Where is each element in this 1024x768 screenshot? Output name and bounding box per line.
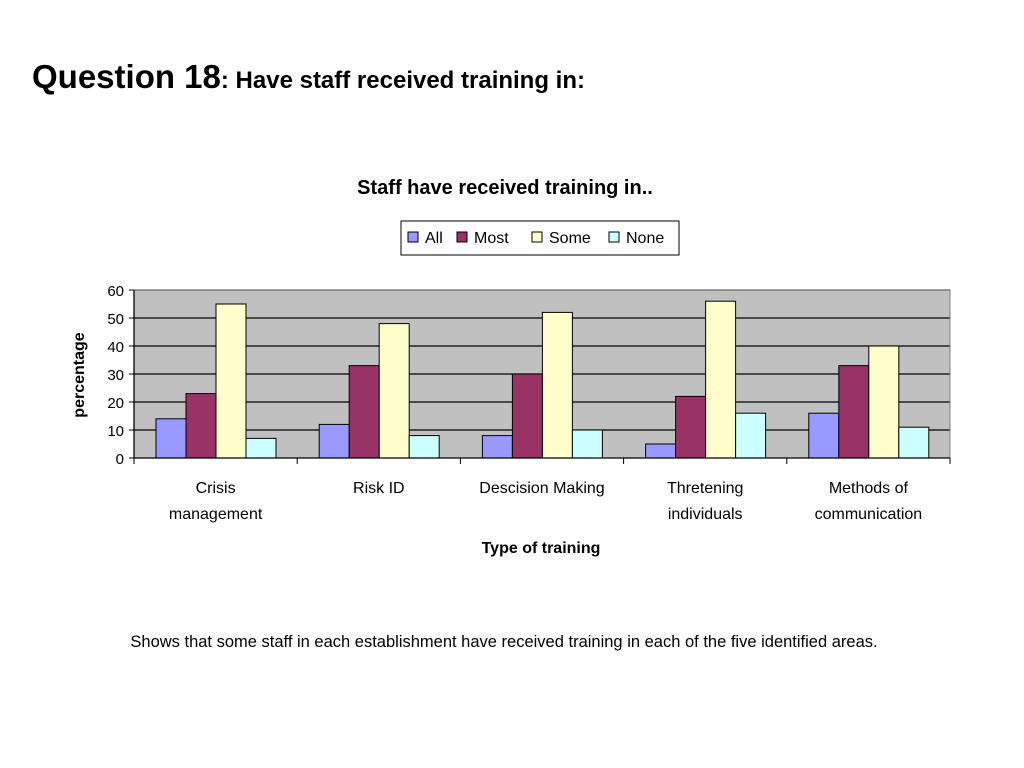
bar-none-4 xyxy=(735,412,767,459)
legend-label-some: Some xyxy=(549,230,591,247)
y-tick-label: 50 xyxy=(107,311,124,328)
slide-title: Question 18: Have staff received trainin… xyxy=(32,58,585,96)
bar-all-3 xyxy=(481,435,513,459)
legend-swatch-none xyxy=(608,231,620,243)
bar-all-1 xyxy=(155,418,187,459)
bar-all-5 xyxy=(808,412,840,459)
bar-some-5 xyxy=(868,345,900,459)
bar-none-3 xyxy=(571,429,603,459)
slide-title-question: Question 18 xyxy=(32,58,221,95)
bar-most-5 xyxy=(838,365,870,459)
bar-none-1 xyxy=(245,437,277,459)
y-tick-label: 10 xyxy=(107,423,124,440)
bar-most-3 xyxy=(511,373,543,459)
legend-label-none: None xyxy=(626,230,664,247)
x-tick-label: individuals xyxy=(668,506,743,523)
x-tick-label: Crisis xyxy=(196,480,236,497)
legend-swatch-some xyxy=(531,231,543,243)
x-tick-label: Risk ID xyxy=(353,480,405,497)
slide-caption: Shows that some staff in each establishm… xyxy=(130,633,878,651)
y-axis-label: percentage xyxy=(71,332,88,417)
legend-swatch-most xyxy=(456,231,468,243)
bar-none-5 xyxy=(898,426,930,459)
legend-label-most: Most xyxy=(474,230,509,247)
legend-swatch-all xyxy=(407,231,419,243)
bar-some-4 xyxy=(705,300,737,459)
bar-some-1 xyxy=(215,303,247,459)
bar-most-4 xyxy=(675,395,707,459)
bar-some-3 xyxy=(541,311,573,459)
x-tick-label: communication xyxy=(815,506,923,523)
bar-some-2 xyxy=(378,323,410,459)
y-tick-label: 0 xyxy=(116,451,124,468)
bar-all-4 xyxy=(645,443,677,459)
bar-none-2 xyxy=(408,435,440,459)
x-tick-label: Descision Making xyxy=(479,480,604,497)
slide-title-text: : Have staff received training in: xyxy=(220,67,585,94)
y-tick-label: 40 xyxy=(107,339,124,356)
bar-most-1 xyxy=(185,393,217,459)
x-tick-label: Methods of xyxy=(829,480,909,497)
bar-chart: Staff have received training in.. All Most… xyxy=(71,177,951,557)
y-tick-label: 20 xyxy=(107,395,124,412)
x-tick-label: management xyxy=(169,506,263,523)
legend-box xyxy=(400,220,680,256)
bar-all-2 xyxy=(318,423,350,459)
legend-label-all: All xyxy=(425,230,443,247)
x-axis-label: Type of training xyxy=(482,540,601,557)
y-tick-label: 30 xyxy=(107,367,124,384)
x-tick-label: Thretening xyxy=(667,480,744,497)
bar-most-2 xyxy=(348,365,380,459)
chart-title: Staff have received training in.. xyxy=(357,177,653,199)
y-tick-label: 60 xyxy=(107,283,124,300)
